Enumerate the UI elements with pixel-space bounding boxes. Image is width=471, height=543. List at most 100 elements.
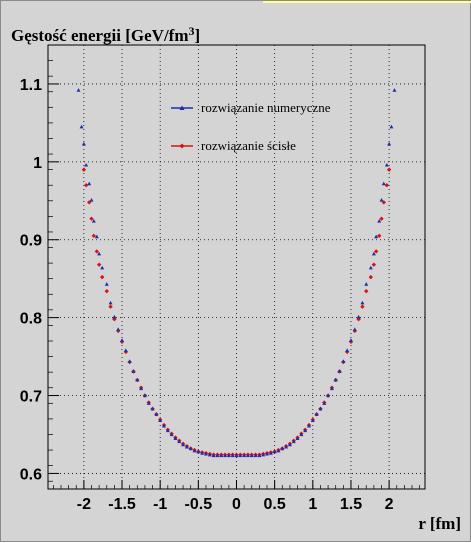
legend-label-numeric: rozwiązanie numeryczne bbox=[201, 100, 331, 115]
data-point-numeric bbox=[139, 386, 144, 391]
data-point-numeric bbox=[265, 451, 270, 456]
legend-label-exact: rozwiązanie ścisłe bbox=[201, 138, 296, 153]
data-point-numeric bbox=[94, 234, 99, 239]
data-point-numeric bbox=[188, 446, 193, 451]
data-point-numeric bbox=[226, 453, 231, 458]
data-point-numeric bbox=[91, 219, 96, 223]
data-point-numeric bbox=[341, 359, 346, 363]
data-point-numeric bbox=[268, 451, 273, 455]
data-point-numeric bbox=[287, 442, 292, 447]
data-point-numeric bbox=[242, 453, 247, 458]
data-point-exact bbox=[108, 304, 113, 309]
data-point-numeric bbox=[108, 300, 113, 305]
data-point-numeric bbox=[169, 432, 174, 437]
data-point-numeric bbox=[215, 453, 220, 458]
data-point-numeric bbox=[280, 446, 285, 451]
data-point-numeric bbox=[249, 453, 254, 458]
data-point-numeric bbox=[104, 282, 109, 286]
data-point-numeric bbox=[295, 436, 300, 440]
data-point-numeric bbox=[173, 436, 178, 440]
data-point-numeric bbox=[360, 300, 365, 305]
data-point-numeric bbox=[123, 348, 128, 352]
top-highlight-line bbox=[263, 1, 471, 3]
data-point-numeric bbox=[150, 406, 155, 411]
data-point-exact bbox=[89, 216, 94, 221]
data-point-numeric bbox=[238, 453, 243, 458]
data-point-numeric bbox=[142, 393, 147, 398]
data-point-numeric bbox=[76, 88, 81, 92]
data-point-numeric bbox=[196, 449, 201, 454]
tick-layer bbox=[48, 60, 421, 489]
data-point-numeric bbox=[230, 453, 235, 458]
x-tick-label: -0.5 bbox=[185, 496, 213, 513]
data-point-numeric bbox=[127, 359, 132, 363]
y-tick-label: 0.6 bbox=[20, 466, 42, 483]
data-point-exact bbox=[99, 274, 105, 280]
data-point-numeric bbox=[379, 198, 384, 202]
data-point-numeric bbox=[179, 105, 185, 110]
data-point-numeric bbox=[392, 88, 397, 92]
data-point-numeric bbox=[322, 401, 327, 405]
data-point-numeric bbox=[131, 369, 136, 373]
data-point-numeric bbox=[352, 327, 357, 331]
data-point-numeric bbox=[219, 453, 224, 458]
data-point-numeric bbox=[345, 348, 350, 352]
data-point-exact bbox=[91, 233, 96, 239]
data-point-numeric bbox=[348, 338, 353, 342]
data-point-numeric bbox=[84, 162, 89, 167]
y-tick-label: 0.7 bbox=[20, 389, 42, 406]
data-point-exact bbox=[83, 183, 89, 188]
data-point-numeric bbox=[135, 377, 140, 382]
data-point-exact bbox=[360, 304, 365, 309]
data-point-numeric bbox=[207, 452, 212, 457]
data-point-numeric bbox=[223, 453, 228, 458]
x-tick-label: -1.5 bbox=[108, 496, 136, 513]
data-point-numeric bbox=[146, 401, 151, 405]
data-point-numeric bbox=[272, 449, 277, 454]
data-point-exact bbox=[364, 288, 369, 294]
data-point-numeric bbox=[276, 448, 281, 453]
data-point-numeric bbox=[87, 181, 92, 186]
title-superscript: 3 bbox=[189, 24, 195, 38]
data-point-numeric bbox=[326, 393, 331, 398]
data-point-numeric bbox=[245, 453, 250, 458]
data-point-exact bbox=[379, 216, 384, 221]
data-point-numeric bbox=[184, 444, 189, 449]
data-point-exact bbox=[371, 262, 377, 267]
data-point-exact bbox=[104, 288, 109, 294]
y-tick-label: 0.8 bbox=[20, 311, 42, 328]
data-point-numeric bbox=[310, 418, 315, 423]
data-point-exact bbox=[384, 183, 390, 188]
data-point-numeric bbox=[333, 377, 338, 382]
data-point-numeric bbox=[257, 453, 262, 458]
x-tick-label: -2 bbox=[77, 496, 91, 513]
data-point-numeric bbox=[374, 234, 379, 239]
data-point-numeric bbox=[181, 442, 186, 447]
data-point-numeric bbox=[381, 181, 386, 186]
data-point-numeric bbox=[284, 444, 289, 449]
data-point-numeric bbox=[154, 412, 159, 416]
data-point-numeric bbox=[200, 451, 205, 455]
data-point-numeric bbox=[389, 124, 394, 129]
data-point-exact bbox=[368, 274, 374, 280]
data-point-numeric bbox=[356, 314, 361, 319]
chart-title: Gęstość energii [GeV/fm3] bbox=[11, 24, 200, 45]
y-tick-label: 1 bbox=[33, 155, 42, 172]
grid-layer bbox=[48, 45, 425, 489]
data-point-numeric bbox=[158, 418, 163, 423]
data-point-numeric bbox=[79, 124, 84, 129]
data-point-numeric bbox=[234, 453, 239, 458]
data-point-numeric bbox=[371, 251, 376, 256]
data-point-numeric bbox=[177, 439, 182, 444]
data-point-numeric bbox=[89, 198, 94, 202]
title-close: ] bbox=[195, 26, 201, 45]
data-point-numeric bbox=[337, 369, 342, 373]
series-numeric-layer bbox=[76, 88, 397, 458]
y-tick-label: 1.1 bbox=[20, 77, 42, 94]
data-point-numeric bbox=[291, 439, 296, 444]
x-tick-label: 0 bbox=[232, 496, 241, 513]
x-tick-label: 2 bbox=[385, 496, 394, 513]
x-tick-label: -1 bbox=[153, 496, 167, 513]
